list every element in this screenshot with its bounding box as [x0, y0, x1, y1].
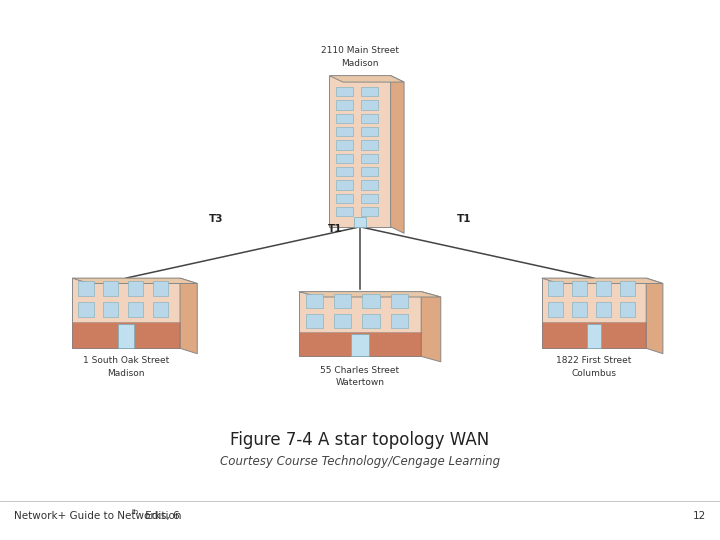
Polygon shape — [421, 292, 441, 362]
Polygon shape — [72, 278, 197, 284]
Bar — [128, 302, 143, 318]
Text: Courtesy Course Technology/Cengage Learning: Courtesy Course Technology/Cengage Learn… — [220, 455, 500, 468]
Polygon shape — [330, 76, 404, 82]
Bar — [72, 278, 180, 348]
Text: Network+ Guide to Networks, 6: Network+ Guide to Networks, 6 — [14, 511, 180, 521]
Bar — [541, 322, 647, 348]
Text: Edition: Edition — [142, 511, 181, 521]
Polygon shape — [390, 76, 404, 233]
Text: 55 Charles Street
Watertown: 55 Charles Street Watertown — [320, 366, 400, 387]
Bar — [336, 140, 353, 150]
Bar — [587, 324, 601, 348]
Bar — [72, 322, 180, 348]
Text: T1: T1 — [328, 225, 342, 234]
Text: 2110 Main Street
Madison: 2110 Main Street Madison — [321, 46, 399, 68]
Bar — [390, 314, 408, 328]
Bar — [306, 294, 323, 308]
Bar — [541, 278, 647, 348]
Bar — [572, 281, 587, 296]
Bar — [153, 281, 168, 296]
Bar — [334, 314, 351, 328]
Text: T3: T3 — [209, 214, 223, 224]
Bar — [572, 302, 587, 318]
Bar — [361, 140, 379, 150]
Bar — [336, 100, 353, 110]
Bar — [336, 193, 353, 203]
Text: 1822 First Street
Columbus: 1822 First Street Columbus — [557, 356, 631, 378]
Bar — [596, 281, 611, 296]
Bar — [306, 314, 323, 328]
Bar — [548, 281, 563, 296]
Bar — [362, 294, 379, 308]
Bar — [351, 334, 369, 356]
Bar — [336, 167, 353, 176]
Bar — [104, 281, 118, 296]
Bar — [153, 302, 168, 318]
Bar — [362, 314, 379, 328]
Bar — [299, 332, 421, 356]
Bar — [336, 127, 353, 137]
Text: T1: T1 — [457, 214, 472, 224]
Bar — [78, 302, 94, 318]
Bar — [361, 180, 379, 190]
Bar — [128, 281, 143, 296]
Bar — [78, 281, 94, 296]
Bar — [390, 294, 408, 308]
Bar — [104, 302, 118, 318]
Bar — [361, 100, 379, 110]
Bar — [361, 167, 379, 176]
Bar — [361, 193, 379, 203]
Bar — [361, 87, 379, 97]
Bar — [330, 76, 391, 227]
Bar — [361, 153, 379, 163]
Polygon shape — [541, 278, 663, 284]
Bar — [336, 114, 353, 123]
Text: th: th — [132, 509, 139, 515]
Polygon shape — [180, 278, 197, 354]
Text: 12: 12 — [693, 511, 706, 521]
Bar — [336, 153, 353, 163]
Bar — [361, 114, 379, 123]
Bar — [361, 127, 379, 137]
Bar — [548, 302, 563, 318]
Bar — [336, 180, 353, 190]
Bar — [334, 294, 351, 308]
Bar — [336, 207, 353, 216]
Text: 1 South Oak Street
Madison: 1 South Oak Street Madison — [83, 356, 169, 378]
Bar — [336, 87, 353, 97]
Bar — [620, 302, 635, 318]
Polygon shape — [299, 292, 441, 297]
Bar — [361, 207, 379, 216]
Bar — [620, 281, 635, 296]
Text: Figure 7-4 A star topology WAN: Figure 7-4 A star topology WAN — [230, 431, 490, 449]
Polygon shape — [647, 278, 663, 354]
Bar — [299, 292, 421, 356]
Bar — [596, 302, 611, 318]
Bar — [118, 324, 133, 348]
Bar — [354, 217, 366, 227]
